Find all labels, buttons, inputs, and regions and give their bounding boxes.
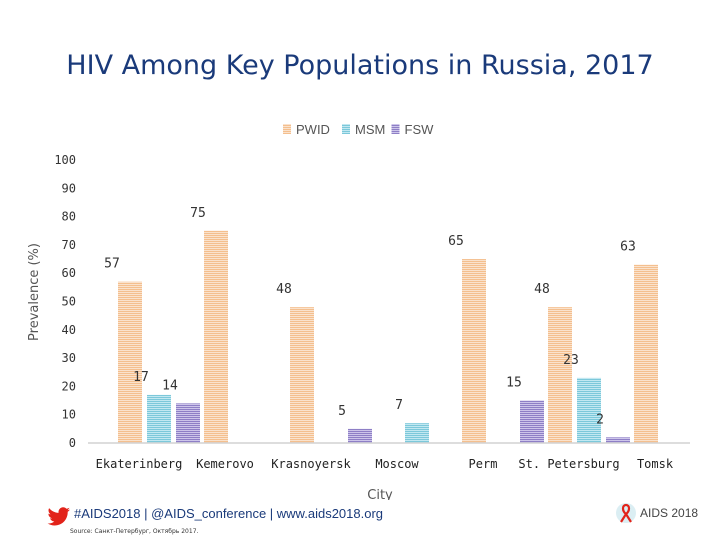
bars: 57 75 48 65 48 63 17 7 23 14 5 15 2 [104, 206, 658, 443]
y-tick-label: 70 [62, 238, 76, 252]
twitter-bird-icon [47, 507, 70, 526]
legend: PWID MSM FSW [283, 122, 434, 137]
data-label: 7 [395, 398, 403, 413]
bar-msm [405, 423, 429, 443]
bar-pwid [204, 230, 228, 443]
legend-label-fsw: FSW [405, 122, 435, 137]
legend-swatch-pwid [283, 124, 291, 134]
bar-pwid [462, 259, 486, 443]
data-label: 57 [104, 257, 120, 272]
y-tick-label: 30 [62, 351, 76, 365]
bar-fsw [176, 403, 200, 443]
y-tick-label: 90 [62, 181, 76, 195]
bar-fsw [520, 400, 544, 443]
y-tick-label: 100 [54, 153, 76, 167]
data-label: 48 [276, 282, 292, 297]
bar-msm [147, 394, 171, 443]
y-tick-label: 50 [62, 295, 76, 309]
data-label: 23 [563, 353, 579, 368]
bar-pwid [290, 307, 314, 443]
legend-swatch-fsw [391, 124, 400, 134]
y-axis-title: Prevalence (%) [27, 243, 42, 341]
footer-text: #AIDS2018 | @AIDS_conference | www.aids2… [74, 506, 384, 521]
category-label: Krasnoyersk [271, 457, 351, 471]
category-label: Tomsk [637, 457, 674, 471]
category-label: St. Petersburg [518, 457, 619, 471]
category-label: Moscow [375, 457, 419, 471]
data-label: 48 [534, 282, 550, 297]
bar-msm [577, 377, 601, 443]
data-label: 17 [133, 370, 149, 385]
y-tick-label: 0 [69, 436, 76, 450]
data-label: 75 [190, 206, 206, 221]
y-tick-label: 20 [62, 379, 76, 393]
legend-swatch-msm [342, 124, 350, 134]
bar-pwid [118, 281, 142, 443]
bar-pwid [634, 264, 658, 443]
category-label: Kemerovo [196, 457, 254, 471]
y-axis: 0 10 20 30 40 50 60 70 80 90 100 [54, 153, 76, 450]
y-tick-label: 80 [62, 210, 76, 224]
chart-title: HIV Among Key Populations in Russia, 201… [66, 50, 654, 81]
x-axis-title: City [367, 488, 393, 500]
data-label: 65 [448, 234, 464, 249]
data-label: 14 [162, 378, 178, 393]
data-label: 63 [620, 240, 636, 255]
bar-fsw [606, 437, 630, 443]
data-label: 15 [506, 376, 522, 391]
conference-logo: AIDS 2018 [615, 501, 698, 525]
y-tick-label: 10 [62, 408, 76, 422]
bar-fsw [348, 428, 372, 443]
y-tick-label: 40 [62, 323, 76, 337]
legend-label-pwid: PWID [296, 122, 330, 137]
x-axis: Ekaterinberg Kemerovo Krasnoyersk Moscow Per… [88, 442, 690, 471]
y-tick-label: 60 [62, 266, 76, 280]
logo-text: AIDS 2018 [640, 506, 699, 520]
source-note: Source: Санкт-Петербург, Октябрь 2017. [70, 528, 199, 535]
aids-ribbon-icon [616, 503, 636, 523]
legend-label-msm: MSM [355, 122, 385, 137]
data-label: 2 [596, 412, 604, 427]
bar-pwid [548, 307, 572, 443]
category-label: Ekaterinberg [96, 457, 183, 471]
data-label: 5 [338, 404, 346, 419]
category-label: Perm [469, 457, 498, 471]
